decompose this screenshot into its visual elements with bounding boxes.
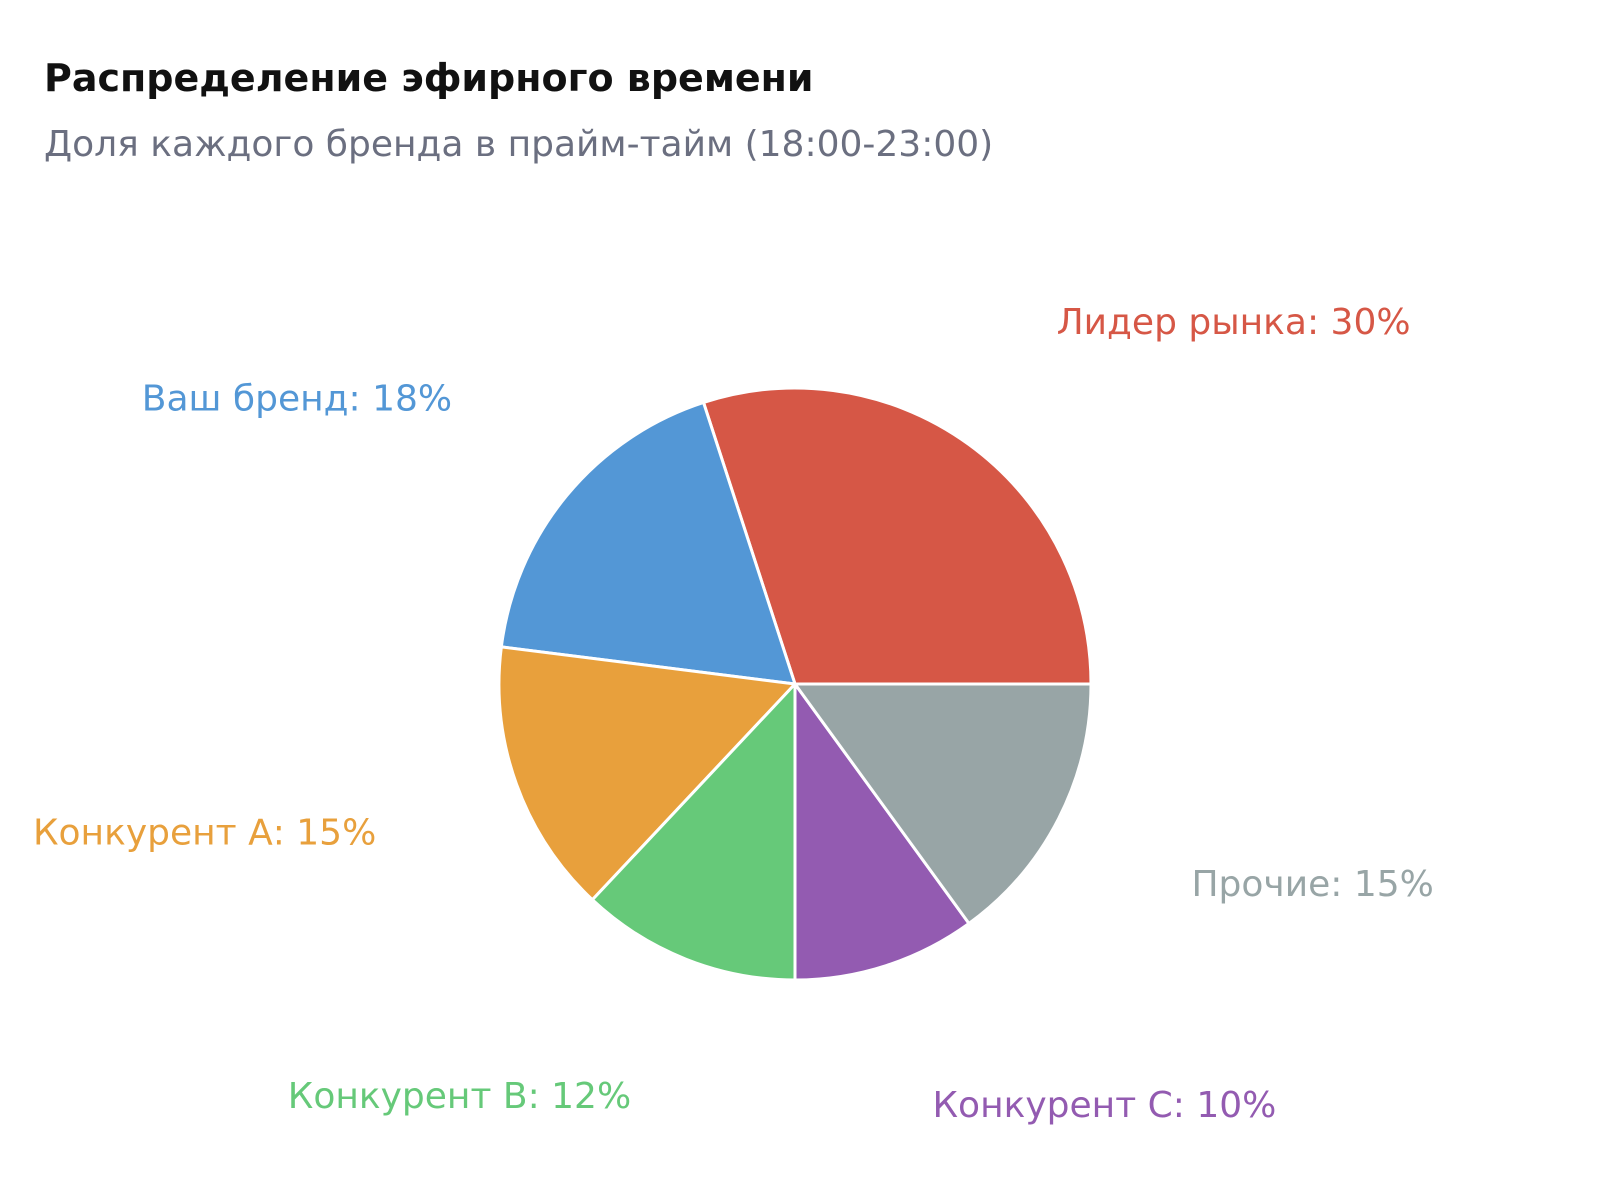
slice-label: Конкурент B: 12% (288, 1076, 631, 1117)
chart-subtitle: Доля каждого бренда в прайм-тайм (18:00-… (44, 124, 994, 165)
slice-label: Ваш бренд: 18% (142, 378, 452, 419)
pie-slice (793, 682, 1093, 925)
slice-label: Лидер рынка: 30% (1057, 302, 1411, 343)
pie-labels: Лидер рынка: 30% Ваш бренд: 18% Конкурент … (33, 302, 1434, 1126)
slice-label: Прочие: 15% (1191, 864, 1433, 905)
slice-label: Конкурент C: 10% (933, 1085, 1277, 1126)
pie-slice (497, 645, 797, 902)
pie-slice (499, 400, 797, 686)
slice-label: Конкурент А: 15% (33, 813, 376, 854)
chart-title: Распределение эфирного времени (44, 56, 814, 100)
pie-slice (590, 682, 797, 982)
pie-slice (793, 682, 971, 982)
pie-slice (702, 386, 1093, 686)
pie-slices (497, 386, 1093, 982)
